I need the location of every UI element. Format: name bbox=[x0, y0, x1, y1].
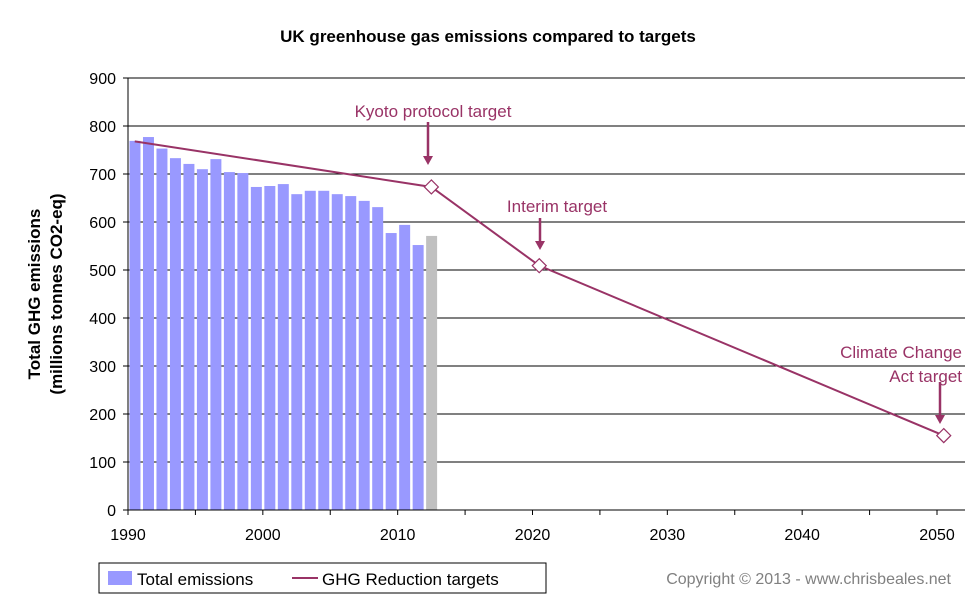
target-marker-2020 bbox=[531, 257, 548, 274]
arrow-head-icon bbox=[535, 241, 545, 250]
x-tick-label: 2010 bbox=[380, 527, 416, 544]
bar-1994 bbox=[183, 163, 195, 511]
y-axis-title-line1: Total GHG emissions bbox=[25, 209, 44, 380]
bar-1997 bbox=[223, 172, 235, 510]
bar-2009 bbox=[385, 233, 397, 511]
y-tick-label: 800 bbox=[89, 119, 116, 136]
bar-2006 bbox=[345, 196, 357, 510]
x-tick-label: 2040 bbox=[784, 527, 820, 544]
bar-1995 bbox=[196, 169, 208, 510]
x-tick-label: 1990 bbox=[110, 527, 146, 544]
legend: Total emissions GHG Reduction targets bbox=[98, 562, 547, 594]
bar-2010 bbox=[399, 224, 411, 510]
y-tick-label: 100 bbox=[89, 455, 116, 472]
y-tick-label: 700 bbox=[89, 167, 116, 184]
x-tick-label: 2030 bbox=[650, 527, 686, 544]
bar-2004 bbox=[318, 190, 330, 511]
bar-2000 bbox=[264, 186, 276, 510]
x-tick-label: 2050 bbox=[919, 527, 955, 544]
bar-1992 bbox=[156, 148, 168, 510]
bar-2012 bbox=[426, 235, 438, 511]
bar-2005 bbox=[331, 194, 343, 510]
chart-title: UK greenhouse gas emissions compared to … bbox=[280, 27, 696, 46]
annotation-label: Act target bbox=[889, 367, 962, 386]
target-marker-2012 bbox=[423, 179, 440, 195]
x-tick-label: 2020 bbox=[515, 527, 551, 544]
bar-2011 bbox=[412, 245, 424, 511]
legend-swatch-total-emissions bbox=[108, 571, 132, 585]
y-tick-label: 300 bbox=[89, 359, 116, 376]
bar-1991 bbox=[142, 137, 154, 511]
bar-2003 bbox=[304, 190, 316, 511]
bar-1999 bbox=[250, 186, 262, 510]
target-marker-2050 bbox=[935, 427, 952, 444]
annotation-label: Climate Change bbox=[840, 343, 962, 362]
y-tick-label: 600 bbox=[89, 215, 116, 232]
bar-2007 bbox=[358, 200, 370, 510]
bar-2001 bbox=[277, 184, 289, 510]
y-tick-label: 0 bbox=[107, 503, 116, 520]
annotation-label: Interim target bbox=[507, 197, 607, 216]
x-tick-label: 2000 bbox=[245, 527, 281, 544]
bar-2002 bbox=[291, 194, 303, 510]
bar-1996 bbox=[210, 159, 222, 510]
y-axis-title-line2: (millions tonnes CO2-eq) bbox=[47, 193, 66, 394]
bar-1990 bbox=[129, 140, 141, 510]
copyright-notice: Copyright © 2013 - www.chrisbeales.net bbox=[666, 571, 951, 588]
legend-label-total-emissions: Total emissions bbox=[137, 570, 253, 589]
arrow-head-icon bbox=[935, 415, 945, 424]
bar-1993 bbox=[169, 158, 181, 510]
arrow-head-icon bbox=[423, 156, 433, 165]
y-tick-label: 200 bbox=[89, 407, 116, 424]
y-tick-label: 500 bbox=[89, 263, 116, 280]
ghg-target-line bbox=[134, 140, 945, 437]
bar-1998 bbox=[237, 173, 249, 511]
bar-2008 bbox=[372, 207, 384, 510]
annotation-label: Kyoto protocol target bbox=[355, 102, 512, 121]
y-tick-label: 400 bbox=[89, 311, 116, 328]
y-tick-label: 900 bbox=[89, 71, 116, 88]
legend-label-ghg-targets: GHG Reduction targets bbox=[322, 570, 499, 589]
